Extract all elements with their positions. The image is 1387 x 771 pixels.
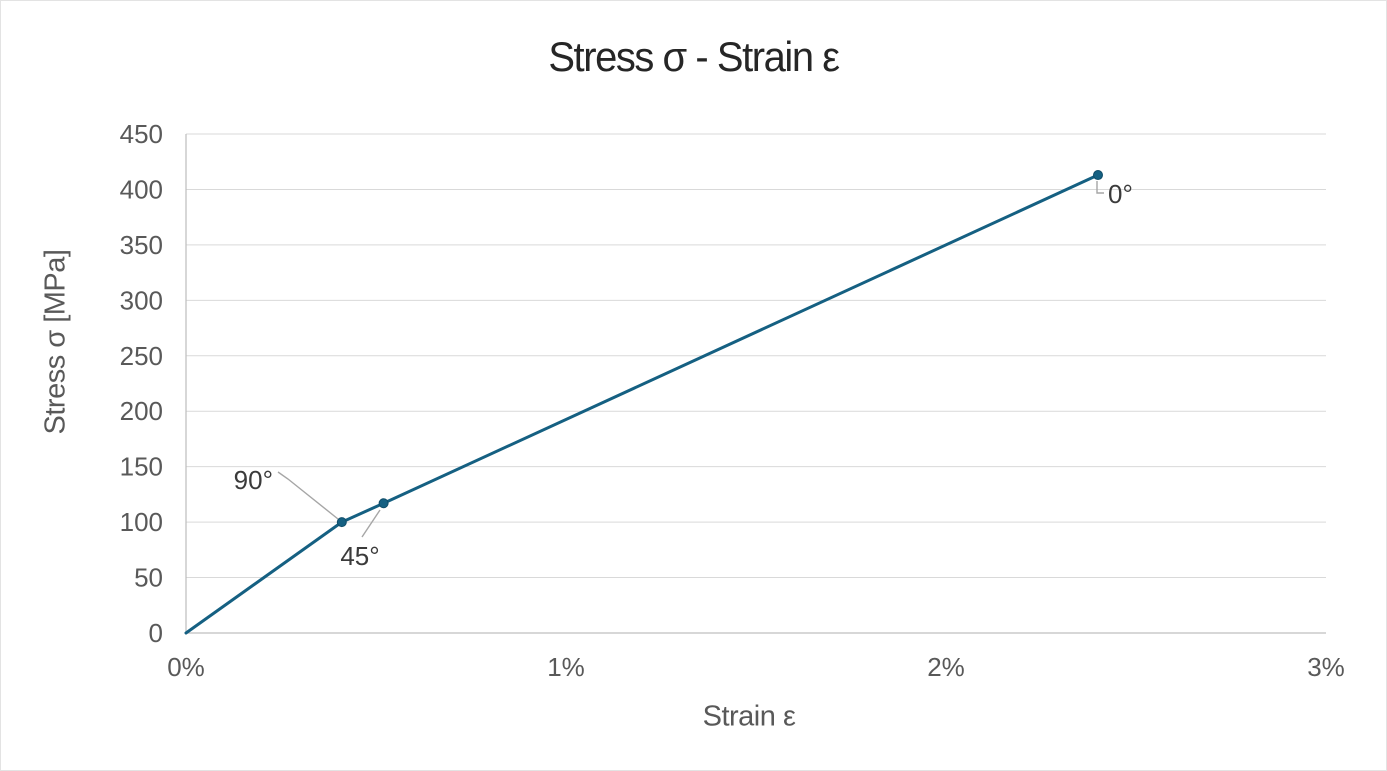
y-tick-label: 0 bbox=[149, 618, 163, 648]
data-point-label: 45° bbox=[340, 541, 379, 571]
data-point-marker bbox=[1093, 170, 1103, 181]
x-tick-label: 3% bbox=[1307, 652, 1345, 682]
y-tick-label: 150 bbox=[120, 452, 163, 482]
leader-line bbox=[277, 471, 339, 520]
x-tick-label: 2% bbox=[927, 652, 965, 682]
y-tick-label: 350 bbox=[120, 230, 163, 260]
y-tick-label: 50 bbox=[134, 563, 163, 593]
x-axis-title: Strain ε bbox=[702, 700, 796, 733]
leader-line bbox=[361, 509, 381, 538]
y-tick-label: 450 bbox=[120, 119, 163, 149]
data-point-marker bbox=[336, 517, 347, 528]
data-point-label: 90° bbox=[234, 465, 273, 495]
y-tick-label: 100 bbox=[120, 507, 163, 537]
data-point-label: 0° bbox=[1108, 179, 1133, 209]
chart-title: Stress σ - Strain ε bbox=[548, 33, 840, 80]
y-tick-label: 250 bbox=[120, 341, 163, 371]
y-tick-label: 200 bbox=[120, 396, 163, 426]
x-tick-label: 0% bbox=[167, 652, 205, 682]
series-line bbox=[184, 173, 1100, 635]
x-tick-label: 1% bbox=[547, 652, 585, 682]
leader-line bbox=[1096, 181, 1104, 194]
data-point-marker bbox=[378, 498, 389, 509]
y-tick-label: 400 bbox=[120, 174, 163, 204]
y-tick-label: 300 bbox=[120, 285, 163, 315]
